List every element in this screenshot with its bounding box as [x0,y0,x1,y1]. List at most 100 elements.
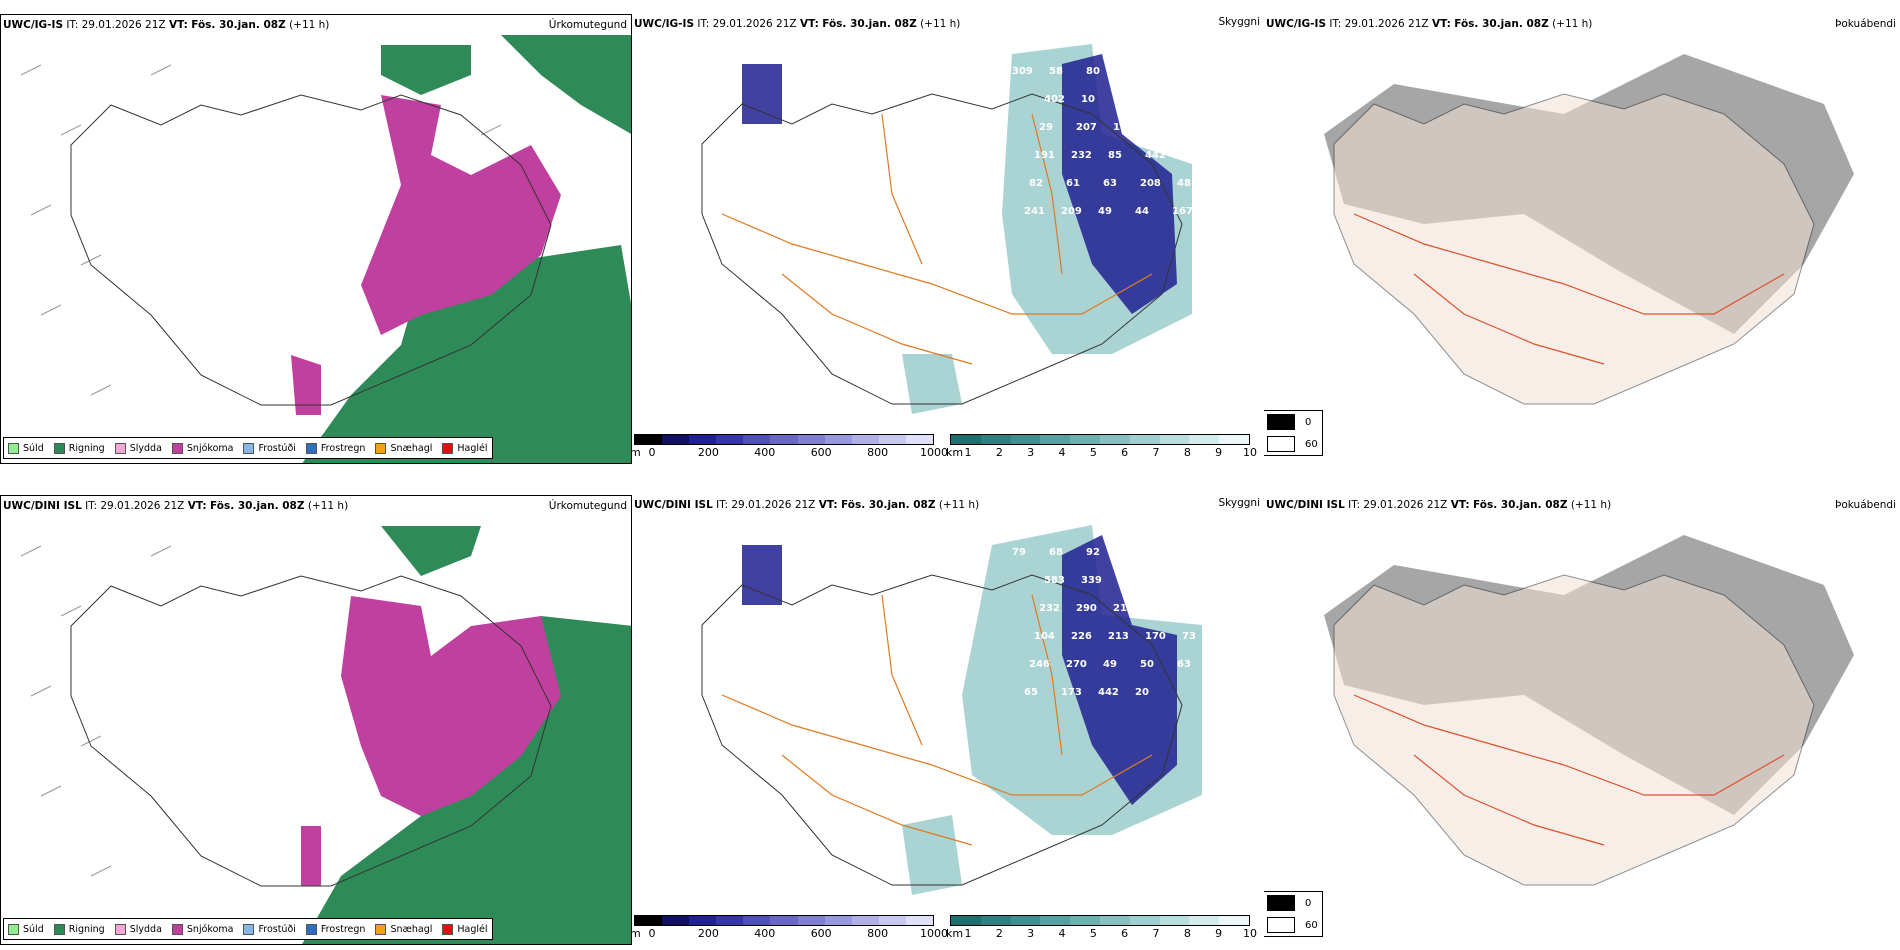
tick-label: 800 [867,446,889,459]
legend-item: Snæhagl [375,442,432,454]
fog-panel-igis: UWC/IG-IS IT: 29.01.2026 21Z VT: Fös. 30… [1264,14,1900,464]
precip-type-map [20,35,631,463]
cloud-base-colorbar [634,915,934,926]
visibility-values: 79 68 92 68 51 940 583 339 411 406 166 232 290 212 101… [1012,547,1218,698]
blue-cloud-area [742,535,1177,805]
visibility-value: 290 [1076,603,1097,614]
road-network [721,594,1153,846]
legend-swatch [375,923,387,935]
field-label: Skyggni [1218,16,1261,28]
visibility-value: 208 [1140,178,1161,189]
visibility-value: 63 [1177,659,1191,670]
field-label: Úrkomutegund [548,19,627,31]
visibility-value: 92 [1118,94,1132,105]
visibility-value: 442 [1145,150,1166,161]
visibility-value: 442 [1098,687,1119,698]
tick-label: 10 [1243,446,1257,459]
legend-swatch [1267,436,1295,452]
legend-item: Haglél [442,923,488,935]
visibility-value: 80 [1086,66,1100,77]
visibility-value: 51 [1160,547,1174,558]
visibility-value: 209 [1061,206,1082,217]
legend-swatch [305,923,317,935]
iceland-land [1333,93,1815,405]
tick-label: 1000 [920,446,948,459]
tick-label: 1 [964,446,972,459]
visibility-value: 173 [1061,687,1082,698]
tick-label: 4 [1058,446,1066,459]
fog-panel-dini: UWC/DINI ISL IT: 29.01.2026 21Z VT: Fös.… [1264,495,1900,945]
panel-header: UWC/DINI ISL IT: 29.01.2026 21Z VT: Fös.… [1266,499,1612,511]
tick-label: 600 [810,927,832,940]
field-label: Þokuábendi [1835,18,1896,30]
iceland-outline [701,93,1183,405]
precip-type-panel-dini: UWC/DINI ISL IT: 29.01.2026 21Z VT: Fös.… [0,495,632,945]
precip-type-map [20,526,631,944]
visibility-value: 167 [1187,122,1208,133]
tick-label: 10 [1243,927,1257,940]
legend-item: Súld [8,442,44,454]
tick-label: 7 [1152,927,1160,940]
scale-unit: km [946,446,964,459]
tick-label: 4 [1058,927,1066,940]
legend-item: Rigning [53,442,105,454]
visibility-value: 213 [1108,631,1129,642]
legend-item: 60 [1264,914,1322,936]
tick-label: 1000 [920,927,948,940]
tick-label: 8 [1183,927,1191,940]
visibility-value: 26 [1150,122,1164,133]
tick-label: 8 [1183,446,1191,459]
visibility-value: 10 [1081,94,1095,105]
fog-legend: 0 60 [1264,891,1323,937]
legend-swatch [171,442,183,454]
legend-item: Frostúði [243,923,296,935]
tick-label: 200 [697,927,719,940]
visibility-value: 104 [1034,631,1055,642]
legend-swatch [53,442,65,454]
visibility-scale: km 1 2 3 4 5 6 7 8 9 10 [946,434,1257,464]
tick-label: 400 [754,927,776,940]
legend-item: Súld [8,923,44,935]
visibility-value: 219 [1192,94,1213,105]
visibility-value: 49 [1103,659,1117,670]
visibility-value: 232 [1071,150,1092,161]
visibility-value: 253 [1155,94,1176,105]
visibility-value: 68 [1123,547,1137,558]
legend-item: Slydda [114,442,162,454]
visibility-value: 166 [1192,575,1213,586]
tick-label: 800 [867,927,889,940]
visibility-value: 76 [1123,66,1137,77]
visibility-value: 191 [1034,150,1055,161]
legend-swatch [1267,414,1295,430]
field-label: Þokuábendi [1835,499,1896,511]
visibility-value: 406 [1155,575,1176,586]
field-label: Skyggni [1218,497,1261,509]
legend-item: Haglél [442,442,488,454]
legend-swatch [8,442,19,454]
visibility-value: 170 [1145,631,1166,642]
tick-label: 600 [810,446,832,459]
cloud-base-colorbar [634,434,934,445]
green-rain-area [302,35,631,463]
visibility-value: 20 [1135,687,1149,698]
cloud-visibility-map: 309 58 80 76 68 56 402 10 92 253 219 29 207 154 26 167 1… [701,44,1213,414]
visibility-value: 241 [1024,206,1045,217]
visibility-value: 68 [1160,66,1174,77]
visibility-colorbar [950,434,1250,445]
legend-swatch [442,923,454,935]
iceland-outline [70,575,552,887]
visibility-value: 85 [1108,150,1122,161]
visibility-value: 246 [1029,659,1050,670]
cloud-visibility-panel-igis: UWC/IG-IS IT: 29.01.2026 21Z VT: Fös. 30… [632,14,1264,464]
legend-swatch [171,923,183,935]
legend-item: Frostúði [243,442,296,454]
legend-swatch [375,442,387,454]
visibility-value: 339 [1081,575,1102,586]
visibility-value: 154 [1113,122,1134,133]
legend-swatch [305,442,317,454]
visibility-value: 212 [1113,603,1134,614]
precip-legend: Súld Rigning Slydda Snjókoma Frostúði Fr… [3,918,493,940]
tick-label: 9 [1215,927,1223,940]
visibility-value: 309 [1012,66,1033,77]
panel-header: UWC/IG-IS IT: 29.01.2026 21Z VT: Fös. 30… [3,19,330,31]
